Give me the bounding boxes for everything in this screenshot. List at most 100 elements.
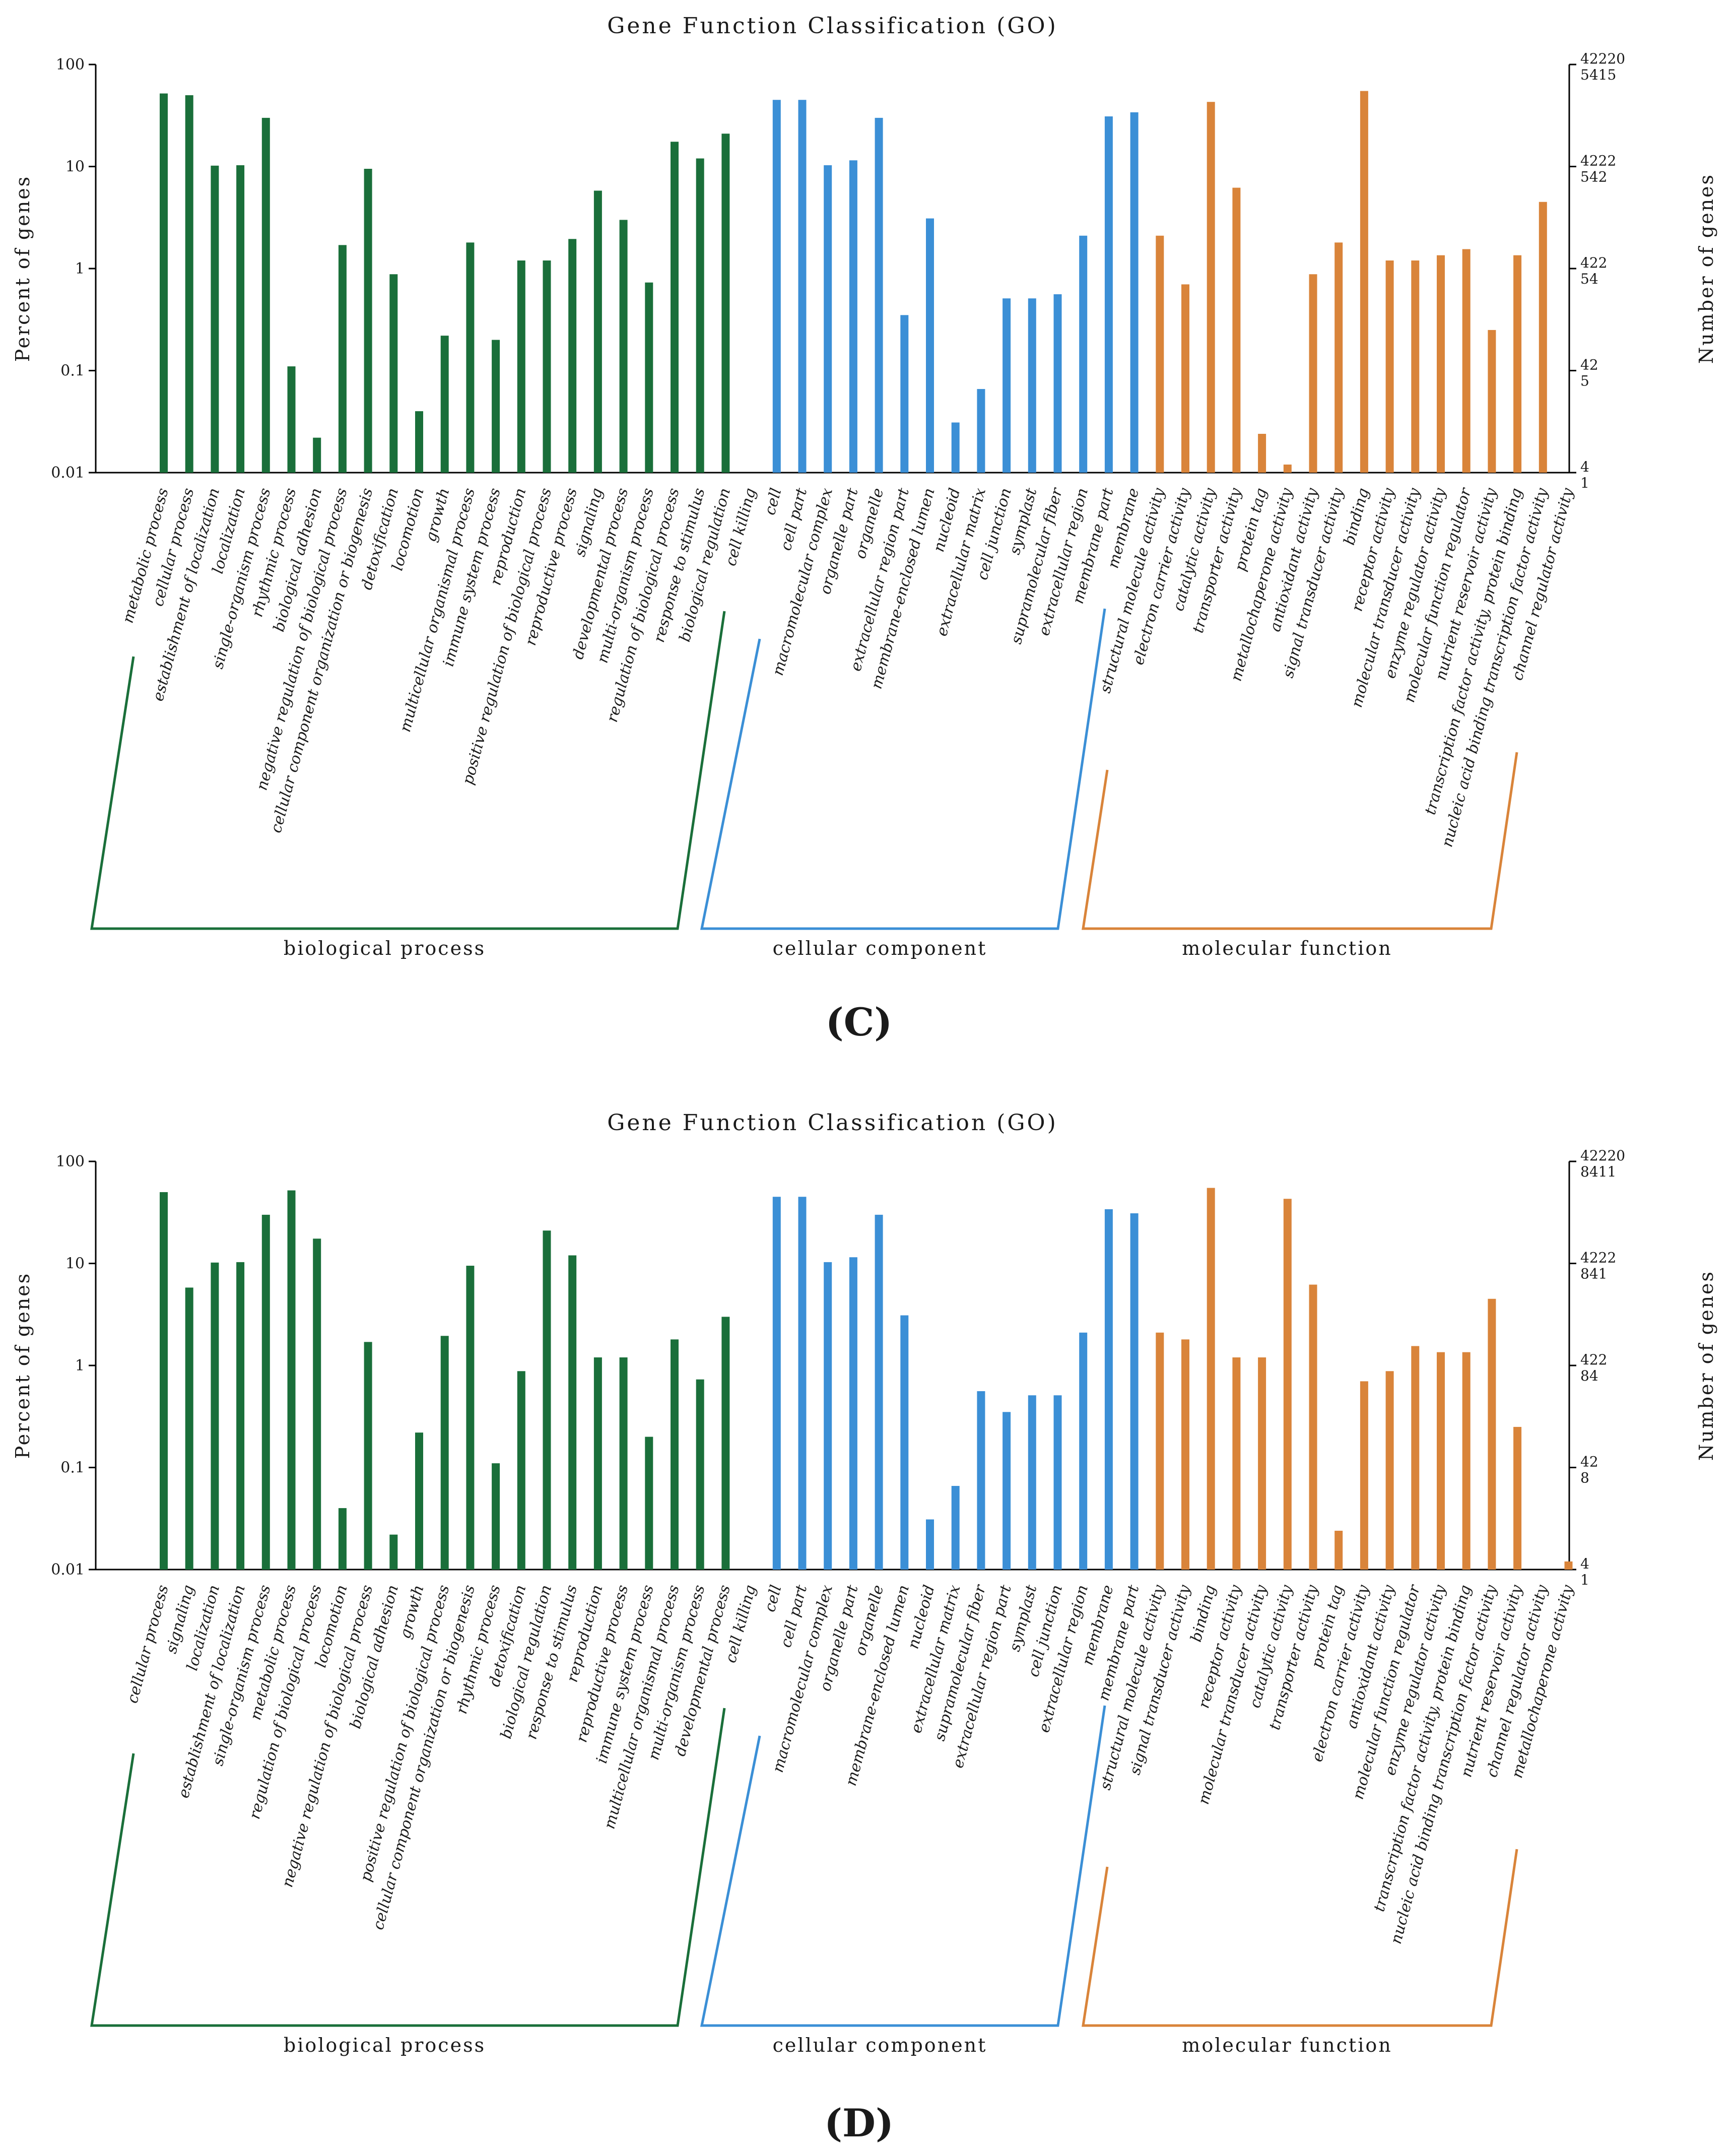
bar-single-organism-process (261, 1214, 270, 1570)
group-label-biological-process: biological process (284, 937, 486, 959)
right-tick-label-top: 42220 (1580, 50, 1625, 67)
bar-molecular-function-regulator (1462, 249, 1471, 473)
right-tick-label-bottom: 84 (1580, 1367, 1598, 1384)
right-tick-label-bottom: 542 (1580, 169, 1607, 185)
bar-binding (1207, 1188, 1215, 1570)
bar-transcription-factor-activity-protein-binding (1513, 255, 1522, 473)
bar-signaling (185, 1287, 193, 1570)
right-tick-label-bottom: 1 (1580, 1572, 1589, 1588)
bar-nucleoid (951, 422, 960, 473)
bar-signaling (593, 190, 602, 473)
right-tick-label-top: 422 (1580, 1351, 1607, 1368)
bar-cell-junction (1053, 1395, 1062, 1570)
bar-multi-organism-process (645, 282, 653, 473)
bar-enzyme-regulator-activity (1437, 255, 1445, 473)
bar-symplast (1028, 298, 1036, 473)
bar-nucleic-acid-binding-transcription-factor-activity (1488, 1298, 1496, 1570)
bar-transporter-activity (1309, 1284, 1317, 1570)
y-axis-title-right: Number of genes (1695, 173, 1717, 364)
bar-response-to-stimulus (696, 158, 704, 473)
group-label-molecular-function: molecular function (1182, 937, 1392, 959)
bar-establishment-of-localization (236, 1262, 245, 1570)
right-tick-label-bottom: 5415 (1580, 67, 1616, 83)
group-label-cellular-component: cellular component (773, 2034, 987, 2056)
bar-receptor-activity (1385, 260, 1394, 473)
bar-immune-system-process (492, 340, 500, 473)
group-label-cellular-component: cellular component (773, 937, 987, 959)
bar-signal-transducer-activity (1334, 242, 1343, 473)
bar-extracellular-region (1079, 1332, 1088, 1570)
bar-biological-regulation (721, 134, 730, 473)
bar-negative-regulation-of-biological-process (364, 1342, 372, 1570)
bar-membrane (1104, 1209, 1113, 1570)
right-tick-label-bottom: 54 (1580, 271, 1598, 287)
panel-label-c: (C) (826, 1000, 892, 1045)
bar-organelle (875, 117, 883, 473)
bar-metabolic-process (287, 1190, 296, 1570)
y-tick-label: 0.01 (51, 464, 85, 482)
bar-catalytic-activity (1283, 1199, 1292, 1570)
bar-molecular-transducer-activity (1411, 260, 1420, 473)
bar-developmental-process (721, 1317, 730, 1570)
bar-enzyme-regulator-activity (1437, 1352, 1445, 1570)
right-tick-label-top: 4 (1580, 1555, 1589, 1572)
bar-membrane (1130, 112, 1139, 473)
y-tick-label: 0.1 (60, 362, 85, 380)
bar-antioxidant-activity (1385, 1371, 1394, 1570)
right-tick-label-top: 4 (1580, 459, 1589, 475)
bar-extracellular-region-part (1003, 1412, 1011, 1570)
bar-catalytic-activity (1207, 102, 1215, 473)
right-tick-label-bottom: 8411 (1580, 1163, 1616, 1180)
group-bracket-biological-process (90, 1708, 726, 2027)
bar-cellular-component-organization-or-biogenesis (364, 169, 372, 473)
y-axis-title-right: Number of genes (1695, 1270, 1717, 1461)
bar-multicellular-organismal-process (671, 1339, 679, 1570)
group-bracket-molecular-function (1082, 752, 1518, 930)
bar-detoxification (389, 274, 398, 473)
bar-supramolecular-fiber (977, 1391, 985, 1570)
bar-localization (236, 165, 245, 473)
group-bracket-cellular-component (700, 1705, 1106, 2027)
bar-reproductive-process (568, 239, 577, 473)
bar-biological-adhesion (313, 437, 321, 473)
go-chart-panel-c: Gene Function Classification (GO) 100 10 1 0… (12, 13, 1717, 959)
bar-cell-part (798, 100, 807, 473)
bar-electron-carrier-activity (1360, 1381, 1368, 1570)
bar-metallochaperone-activity (1564, 1561, 1573, 1570)
bar-developmental-process (619, 220, 628, 473)
bar-transporter-activity (1232, 187, 1241, 473)
bar-reproduction (517, 260, 525, 473)
bar-positive-regulation-of-biological-process (440, 1336, 449, 1570)
bar-response-to-stimulus (568, 1255, 577, 1570)
bar-reproduction (593, 1357, 602, 1570)
y-tick-label: 100 (56, 56, 85, 74)
right-tick-label-top: 42 (1580, 357, 1598, 373)
bar-membrane-enclosed-lumen (900, 1315, 909, 1570)
y-tick-label: 10 (65, 158, 85, 176)
go-chart-panel-d: Gene Function Classification (GO) 100 10 1 0… (12, 1110, 1717, 2056)
bar-antioxidant-activity (1309, 274, 1317, 473)
bar-rhythmic-process (492, 1463, 500, 1570)
bar-positive-regulation-of-biological-process (543, 260, 551, 473)
right-tick-label-top: 422 (1580, 254, 1607, 271)
bar-metabolic-process (160, 93, 168, 473)
bar-molecular-function-regulator (1411, 1346, 1420, 1570)
right-tick-label-top: 4222 (1580, 1250, 1616, 1266)
right-tick-label-top: 42220 (1580, 1147, 1625, 1164)
bar-multicellular-organismal-process (466, 242, 475, 473)
bar-cellular-process (185, 95, 193, 473)
bar-growth (440, 336, 449, 473)
bar-membrane-part (1104, 116, 1113, 473)
y-axis-title-left: Percent of genes (12, 1272, 34, 1459)
group-label-molecular-function: molecular function (1182, 2034, 1392, 2056)
bar-immune-system-process (645, 1437, 653, 1570)
group-bracket-cellular-component (700, 608, 1106, 930)
bar-regulation-of-biological-process (313, 1239, 321, 1570)
bar-extracellular-region (1079, 235, 1088, 473)
bar-nucleic-acid-binding-transcription-factor-activity (1539, 202, 1547, 473)
category-label: cell (761, 1583, 785, 1614)
right-tick-label-bottom: 8 (1580, 1470, 1589, 1486)
bar-electron-carrier-activity (1181, 284, 1189, 473)
bar-signal-transducer-activity (1181, 1339, 1189, 1570)
y-tick-label: 10 (65, 1255, 85, 1273)
